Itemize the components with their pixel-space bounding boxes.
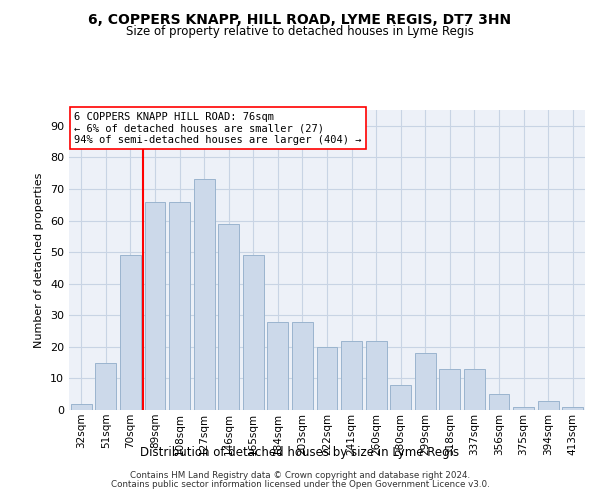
Bar [365, 340, 386, 410]
Text: Contains HM Land Registry data © Crown copyright and database right 2024.: Contains HM Land Registry data © Crown c… [130, 471, 470, 480]
Bar [390, 384, 411, 410]
Bar [95, 362, 116, 410]
Bar [439, 369, 460, 410]
Bar [268, 322, 289, 410]
Bar [488, 394, 509, 410]
Bar [169, 202, 190, 410]
Bar [71, 404, 92, 410]
Bar [415, 353, 436, 410]
Bar [341, 340, 362, 410]
Text: Distribution of detached houses by size in Lyme Regis: Distribution of detached houses by size … [140, 446, 460, 459]
Bar [292, 322, 313, 410]
Bar [194, 180, 215, 410]
Bar [218, 224, 239, 410]
Bar [317, 347, 337, 410]
Bar [538, 400, 559, 410]
Bar [464, 369, 485, 410]
Bar [145, 202, 166, 410]
Bar [513, 407, 534, 410]
Bar [562, 407, 583, 410]
Text: 6 COPPERS KNAPP HILL ROAD: 76sqm
← 6% of detached houses are smaller (27)
94% of: 6 COPPERS KNAPP HILL ROAD: 76sqm ← 6% of… [74, 112, 362, 144]
Bar [120, 256, 141, 410]
Y-axis label: Number of detached properties: Number of detached properties [34, 172, 44, 348]
Text: 6, COPPERS KNAPP, HILL ROAD, LYME REGIS, DT7 3HN: 6, COPPERS KNAPP, HILL ROAD, LYME REGIS,… [88, 12, 512, 26]
Text: Contains public sector information licensed under the Open Government Licence v3: Contains public sector information licen… [110, 480, 490, 489]
Text: Size of property relative to detached houses in Lyme Regis: Size of property relative to detached ho… [126, 25, 474, 38]
Bar [243, 256, 264, 410]
